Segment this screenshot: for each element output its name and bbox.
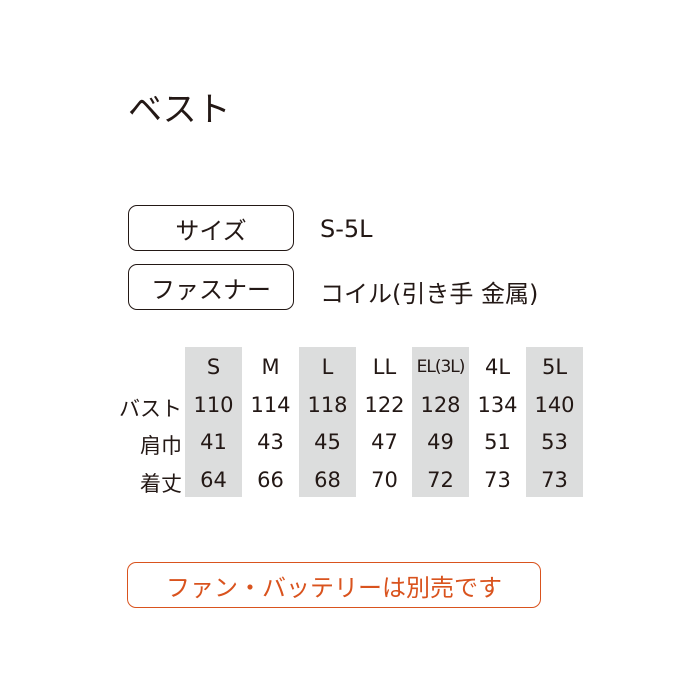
size-header: S [206, 355, 221, 379]
size-header: L [321, 355, 334, 379]
size-header: 4L [484, 355, 511, 379]
size-header: LL [372, 355, 397, 379]
table-cell: 72 [427, 468, 454, 492]
table-cell: 118 [307, 393, 348, 417]
table-cell: 47 [371, 430, 398, 454]
table-cell: 70 [371, 468, 398, 492]
row-label: 着丈 [140, 472, 182, 496]
row-label: 肩巾 [140, 434, 182, 458]
table-cell: 43 [257, 430, 284, 454]
size-header: 5L [541, 355, 568, 379]
size-header: M [261, 355, 280, 379]
highlight-column [412, 347, 469, 497]
table-cell: 114 [250, 393, 291, 417]
table-cell: 45 [314, 430, 341, 454]
table-cell: 73 [541, 468, 568, 492]
table-cell: 110 [193, 393, 234, 417]
table-cell: 122 [364, 393, 405, 417]
table-cell: 53 [541, 430, 568, 454]
product-title: ベスト [128, 90, 231, 130]
notice-box: ファン・バッテリーは別売です [127, 562, 541, 608]
row-label: バスト [119, 397, 182, 421]
spec-value-size: S-5L [320, 215, 373, 243]
spec-value-fastener: コイル(引き手 金属) [320, 280, 539, 308]
table-cell: 73 [484, 468, 511, 492]
table-cell: 49 [427, 430, 454, 454]
table-cell: 51 [484, 430, 511, 454]
table-cell: 66 [257, 468, 284, 492]
table-cell: 128 [420, 393, 461, 417]
highlight-column [526, 347, 583, 497]
table-cell: 41 [200, 430, 227, 454]
table-cell: 68 [314, 468, 341, 492]
spec-label-size: サイズ [128, 205, 294, 251]
size-header: EL(3L) [416, 357, 466, 377]
highlight-column [299, 347, 356, 497]
table-cell: 64 [200, 468, 227, 492]
spec-label-fastener: ファスナー [128, 264, 294, 310]
highlight-column [185, 347, 242, 497]
table-cell: 134 [477, 393, 518, 417]
table-cell: 140 [534, 393, 575, 417]
